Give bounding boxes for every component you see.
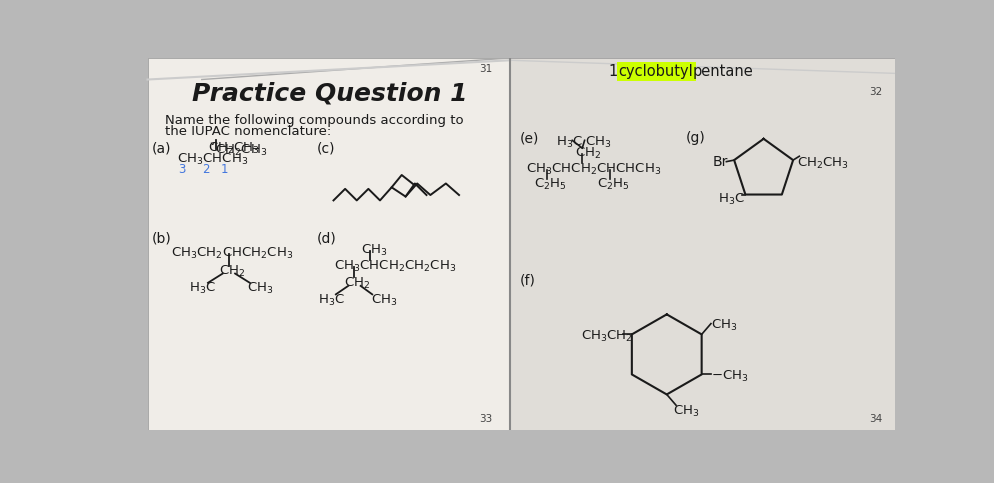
Text: (f): (f) [520, 273, 536, 287]
Text: $\mathsf{H_3C}$: $\mathsf{H_3C}$ [189, 281, 217, 296]
Text: 2: 2 [202, 163, 210, 176]
Text: $\mathsf{CH_2}$: $\mathsf{CH_2}$ [219, 264, 246, 280]
Text: Br: Br [713, 156, 728, 170]
Text: (d): (d) [316, 231, 336, 245]
Text: Name the following compounds according to: Name the following compounds according t… [165, 114, 463, 127]
Polygon shape [147, 58, 510, 430]
Text: $\mathsf{CH_3}$: $\mathsf{CH_3}$ [673, 404, 700, 419]
Text: $\mathsf{CH_3}$: $\mathsf{CH_3}$ [247, 281, 273, 296]
Text: $\mathsf{CH_2CH_3}$: $\mathsf{CH_2CH_3}$ [208, 141, 260, 156]
Text: $\mathsf{CH_3CH_2}$: $\mathsf{CH_3CH_2}$ [581, 329, 633, 344]
Text: $\mathsf{C_2H_5}$: $\mathsf{C_2H_5}$ [534, 177, 567, 192]
Text: (e): (e) [520, 131, 539, 145]
Text: 31: 31 [479, 64, 493, 74]
Text: cyclobutyl: cyclobutyl [618, 64, 694, 79]
Text: $\mathsf{CH_3}$: $\mathsf{CH_3}$ [371, 293, 398, 308]
Text: 32: 32 [869, 87, 883, 97]
Text: $\mathsf{-CH_3}$: $\mathsf{-CH_3}$ [711, 369, 748, 384]
Text: pentane: pentane [693, 64, 753, 79]
Text: 33: 33 [479, 414, 493, 425]
Text: $\mathsf{CH_3CHCH_2CH_2CH_3}$: $\mathsf{CH_3CHCH_2CH_2CH_3}$ [334, 259, 456, 274]
Text: 1: 1 [221, 163, 228, 176]
Text: $\mathsf{CH_3}$: $\mathsf{CH_3}$ [361, 243, 387, 258]
Text: (c): (c) [316, 141, 335, 155]
Text: 34: 34 [869, 414, 883, 425]
Text: (a): (a) [152, 141, 172, 155]
Text: $\mathsf{CH_2CH_3}$: $\mathsf{CH_2CH_3}$ [797, 156, 849, 170]
Text: $\mathsf{CH_2}$: $\mathsf{CH_2}$ [344, 276, 370, 291]
Text: 1-: 1- [608, 64, 623, 79]
Text: 3: 3 [178, 163, 185, 176]
Text: Practice Question 1: Practice Question 1 [192, 81, 467, 105]
Polygon shape [510, 58, 895, 430]
Text: $\mathsf{\check{C}H_2CH_3}$: $\mathsf{\check{C}H_2CH_3}$ [210, 141, 267, 158]
Text: $\mathsf{C_2H_5}$: $\mathsf{C_2H_5}$ [597, 177, 630, 192]
Text: $\mathsf{CH_3}$: $\mathsf{CH_3}$ [584, 135, 611, 150]
Text: $\mathsf{CH_3}$: $\mathsf{CH_3}$ [711, 317, 738, 333]
Text: $\mathsf{CH_2}$: $\mathsf{CH_2}$ [575, 146, 600, 161]
Text: $\mathsf{CH_3CHCH_3}$: $\mathsf{CH_3CHCH_3}$ [177, 152, 248, 167]
Text: (b): (b) [152, 231, 172, 245]
Text: $\mathsf{H_3C}$: $\mathsf{H_3C}$ [719, 191, 746, 207]
Text: $\mathsf{H_3C}$: $\mathsf{H_3C}$ [318, 293, 345, 308]
Text: $\mathsf{CH_3CHCH_2CHCHCH_3}$: $\mathsf{CH_3CHCH_2CHCHCH_3}$ [526, 162, 661, 177]
Text: the IUPAC nomenclature:: the IUPAC nomenclature: [165, 125, 331, 138]
Text: $\mathsf{CH_3CH_2CHCH_2CH_3}$: $\mathsf{CH_3CH_2CHCH_2CH_3}$ [171, 246, 293, 261]
Text: $\mathsf{H_3C}$: $\mathsf{H_3C}$ [556, 135, 582, 150]
Text: (g): (g) [686, 131, 706, 145]
